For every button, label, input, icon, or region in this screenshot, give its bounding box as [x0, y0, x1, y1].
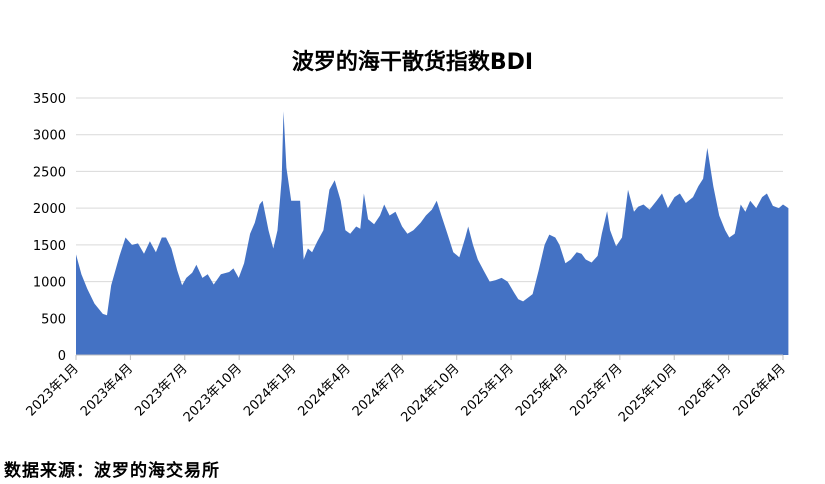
y-tick-label: 2000	[33, 202, 66, 217]
x-tick-label: 2024年1月	[241, 361, 299, 419]
x-tick-label: 2023年4月	[78, 361, 136, 419]
chart-title: 波罗的海干散货指数BDI	[291, 50, 534, 75]
x-tick-label: 2024年7月	[350, 361, 408, 419]
x-tick-label: 2025年7月	[567, 361, 625, 419]
x-tick-label: 2024年4月	[296, 361, 354, 419]
y-tick-label: 2500	[33, 165, 66, 180]
series-area	[76, 111, 789, 355]
y-tick-labels: 0 500 1000 1500 2000 2500 3000 3500	[33, 92, 66, 364]
x-tick-label: 2023年10月	[181, 361, 245, 425]
x-tick-label: 2024年10月	[398, 361, 462, 425]
x-tick-label: 2026年4月	[731, 361, 789, 419]
bdi-area	[76, 111, 789, 355]
x-tick-label: 2025年10月	[616, 361, 680, 425]
x-tick-labels: 2023年1月2023年4月2023年7月2023年10月2024年1月2024…	[24, 361, 789, 425]
x-tick-label: 2026年1月	[676, 361, 734, 419]
y-tick-label: 1000	[33, 276, 66, 291]
y-tick-label: 500	[41, 312, 66, 327]
x-tick-label: 2023年1月	[24, 361, 82, 419]
x-tick-label: 2023年7月	[132, 361, 190, 419]
y-tick-label: 0	[58, 349, 66, 364]
y-tick-label: 3500	[33, 92, 66, 107]
y-tick-label: 1500	[33, 239, 66, 254]
y-tick-label: 3000	[33, 129, 66, 144]
source-note: 数据来源：波罗的海交易所	[4, 461, 220, 481]
x-tick-label: 2025年4月	[513, 361, 571, 419]
axes	[75, 354, 784, 360]
x-tick-label: 2025年1月	[459, 361, 517, 419]
